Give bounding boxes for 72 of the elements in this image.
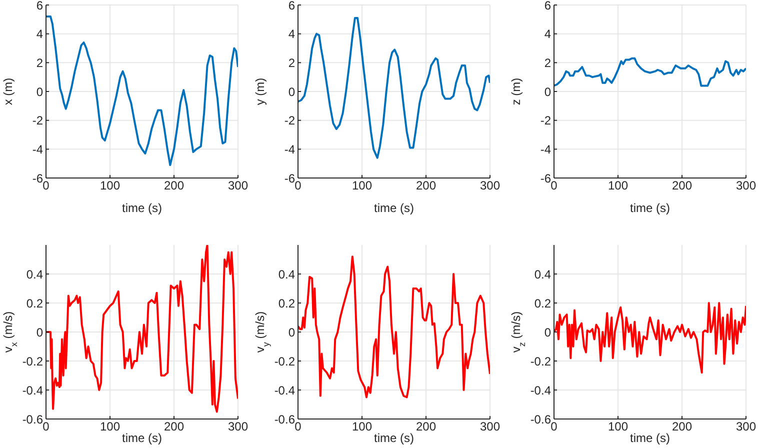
y-tick-label: -0.4	[22, 383, 44, 398]
y-tick-label: 0	[544, 325, 552, 340]
x-tick-label: 200	[164, 420, 184, 434]
y-tick-label: -0.2	[22, 354, 44, 368]
y-tick-label: 2	[288, 56, 296, 70]
y-tick-label: 6	[544, 0, 552, 12]
y-axis-title: x (m)	[1, 78, 15, 106]
y-tick-label: 6	[36, 0, 44, 12]
x-tick-label: 300	[736, 420, 756, 434]
line-series	[554, 302, 746, 374]
x-tick-label: 200	[672, 178, 692, 193]
line-series	[46, 16, 238, 166]
line-series	[298, 16, 490, 159]
x-tick-label: 100	[608, 420, 628, 434]
y-tick-label: -2	[32, 114, 44, 128]
y-tick-label: -0.6	[22, 412, 44, 426]
y-tick-label: 0	[288, 325, 296, 340]
x-tick-label: 200	[672, 420, 692, 434]
y-tick-label: 4	[36, 27, 44, 42]
y-tick-label: 4	[288, 27, 296, 42]
y-tick-label: -6	[32, 171, 44, 186]
x-axis-title: time (s)	[122, 431, 162, 445]
y-tick-label: -0.2	[274, 354, 296, 368]
y-tick-label: 0	[544, 84, 552, 99]
x-tick-label: 100	[352, 420, 372, 434]
y-tick-label: -2	[284, 114, 296, 128]
y-tick-label: 0	[36, 84, 44, 99]
y-tick-label: 0.2	[26, 296, 44, 310]
y-tick-label: -6	[284, 171, 296, 186]
y-tick-label: -0.2	[530, 354, 552, 368]
line-series	[298, 256, 490, 398]
y-tick-label: 0.4	[26, 267, 44, 282]
y-tick-label: 0	[288, 84, 296, 99]
x-tick-label: 200	[416, 420, 436, 434]
y-tick-label: -4	[284, 142, 296, 156]
x-tick-label: 300	[736, 178, 756, 193]
y-tick-label: -4	[540, 142, 552, 156]
y-tick-label: 6	[288, 0, 296, 12]
x-tick-label: 200	[164, 178, 184, 193]
y-tick-label: -2	[540, 114, 552, 128]
y-tick-label: -4	[32, 142, 44, 156]
x-axis-title: time (s)	[630, 431, 670, 445]
line-series	[46, 245, 238, 413]
x-tick-label: 300	[228, 420, 248, 434]
x-axis-title: time (s)	[374, 431, 414, 445]
y-axis-title: z (m)	[509, 78, 523, 106]
y-tick-label: 2	[544, 56, 552, 70]
y-axis-title: y (m)	[253, 78, 267, 106]
y-tick-label: 4	[544, 27, 552, 42]
y-tick-label: 0.4	[534, 267, 552, 282]
y-tick-label: 0	[36, 325, 44, 340]
x-tick-label: 300	[228, 178, 248, 193]
x-axis-title: time (s)	[374, 201, 414, 215]
x-tick-label: 300	[480, 420, 500, 434]
x-axis-title: time (s)	[122, 201, 162, 215]
y-tick-label: 0.2	[534, 296, 552, 310]
y-tick-label: -0.6	[530, 412, 552, 426]
y-tick-label: -6	[540, 171, 552, 186]
y-tick-label: -0.4	[274, 383, 296, 398]
line-series	[554, 57, 746, 87]
x-tick-label: 100	[100, 178, 120, 193]
y-tick-label: 0.4	[278, 267, 296, 282]
y-tick-label: -0.6	[274, 412, 296, 426]
x-tick-label: 200	[416, 178, 436, 193]
x-tick-label: 100	[100, 420, 120, 434]
y-tick-label: 2	[36, 56, 44, 70]
y-tick-label: 0.2	[278, 296, 296, 310]
x-tick-label: 100	[352, 178, 372, 193]
x-axis-title: time (s)	[630, 201, 670, 215]
y-tick-label: -0.4	[530, 383, 552, 398]
x-tick-label: 100	[608, 178, 628, 193]
x-tick-label: 300	[480, 178, 500, 193]
